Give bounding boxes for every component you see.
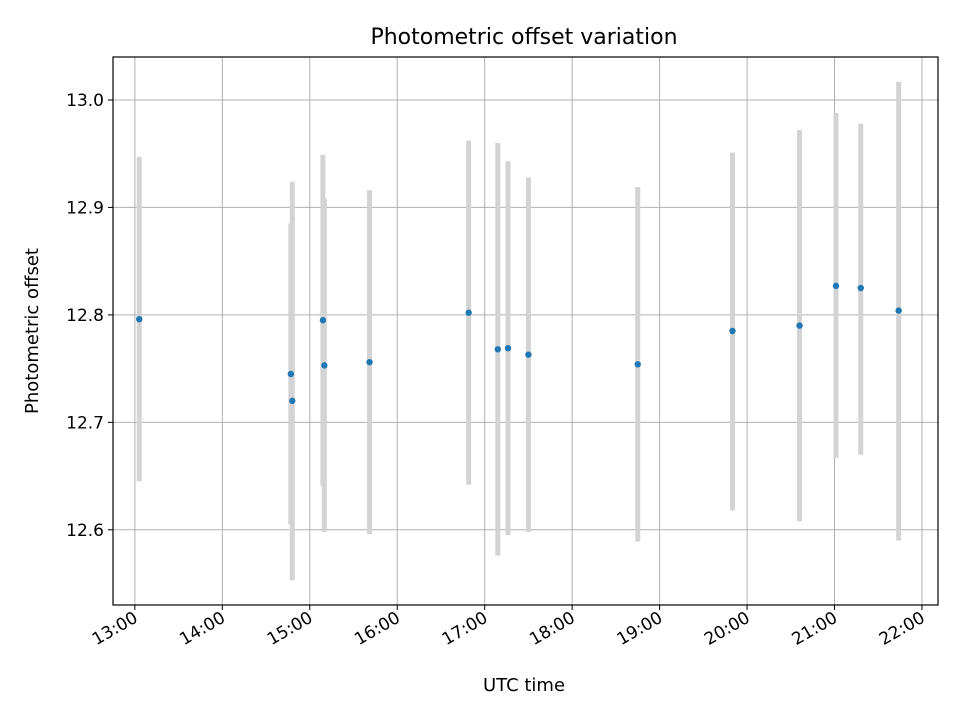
y-axis-ticks: 12.6 12.7 12.8 12.9 13.0 <box>66 91 113 541</box>
data-point <box>321 362 328 369</box>
x-tick-label: 21:00 <box>789 608 841 650</box>
data-point <box>634 361 641 368</box>
data-point <box>895 307 902 314</box>
x-axis-ticks: 13:00 14:00 15:00 16:00 17:00 18:00 19:00 20:00… <box>89 605 928 650</box>
x-tick-label: 16:00 <box>351 608 403 650</box>
x-tick-label: 14:00 <box>176 608 228 650</box>
data-point <box>287 370 295 378</box>
data-points <box>136 282 902 405</box>
data-point <box>136 315 143 323</box>
y-tick-label: 13.0 <box>66 91 104 111</box>
y-tick-label: 12.8 <box>66 306 104 326</box>
x-tick-label: 19:00 <box>614 608 666 650</box>
data-point <box>857 284 864 292</box>
y-tick-label: 12.7 <box>66 413 104 433</box>
data-point <box>832 282 840 290</box>
plot-frame <box>112 56 939 606</box>
x-axis-label: UTC time <box>483 675 565 696</box>
x-tick-label: 18:00 <box>526 608 578 650</box>
error-bars <box>136 81 902 581</box>
data-point <box>525 351 532 358</box>
data-point <box>465 309 472 316</box>
x-tick-label: 20:00 <box>701 608 753 650</box>
chart-title: Photometric offset variation <box>370 25 677 50</box>
data-point <box>729 327 736 335</box>
data-point <box>289 397 296 405</box>
data-point <box>504 344 512 352</box>
data-point <box>796 322 803 329</box>
data-point <box>319 317 327 324</box>
y-tick-label: 12.9 <box>66 198 104 218</box>
data-point <box>494 346 502 353</box>
x-tick-label: 15:00 <box>264 608 316 650</box>
x-tick-label: 17:00 <box>439 608 491 650</box>
y-tick-label: 12.6 <box>66 521 104 541</box>
y-axis-label: Photometric offset <box>22 248 43 414</box>
grid <box>113 57 938 605</box>
x-tick-label: 22:00 <box>876 608 928 650</box>
data-point <box>366 358 373 366</box>
x-tick-label: 13:00 <box>89 608 141 650</box>
